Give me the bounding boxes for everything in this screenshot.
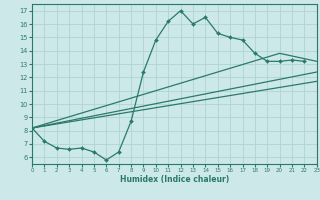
X-axis label: Humidex (Indice chaleur): Humidex (Indice chaleur) bbox=[120, 175, 229, 184]
